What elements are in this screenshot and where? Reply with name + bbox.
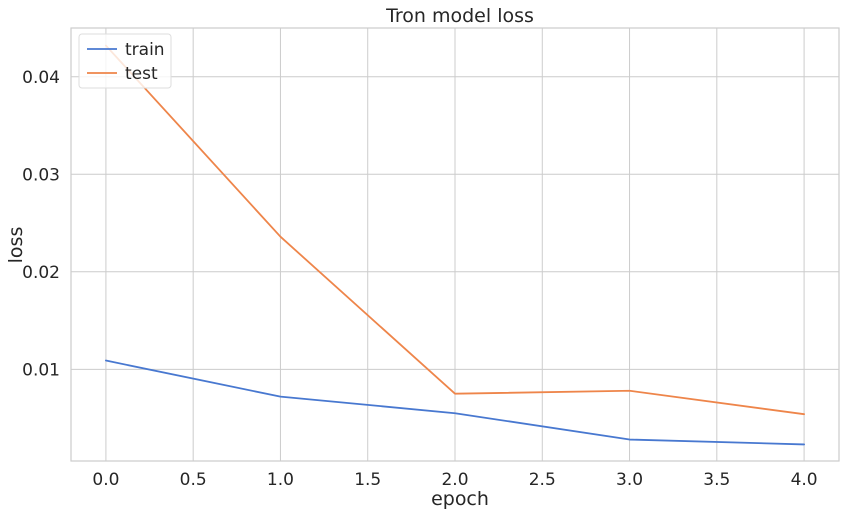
legend-label-train: train [125, 40, 165, 60]
series-line-train [105, 359, 805, 446]
y-axis-label: loss [5, 227, 27, 264]
x-tick-label: 2.0 [441, 470, 468, 490]
y-axis-ticks: 0.01 0.02 0.03 0.04 [22, 68, 60, 381]
y-tick-label: 0.02 [22, 263, 60, 283]
legend-box [78, 33, 172, 89]
y-tick-label: 0.03 [22, 165, 60, 185]
x-tick-label: 0.5 [180, 470, 207, 490]
plot-area-border [70, 27, 840, 462]
x-tick-label: 4.0 [791, 470, 818, 490]
x-tick-label: 0.0 [92, 470, 119, 490]
x-axis-label: epoch [431, 488, 489, 510]
series-lines [105, 44, 805, 446]
plot-frame [70, 27, 840, 462]
x-axis-ticks: 0.0 0.5 1.0 1.5 2.0 2.5 3.0 3.5 4.0 [92, 470, 817, 490]
x-tick-label: 2.5 [529, 470, 556, 490]
x-tick-label: 3.0 [616, 470, 643, 490]
y-tick-label: 0.04 [22, 68, 60, 88]
x-tick-label: 3.5 [703, 470, 730, 490]
x-tick-label: 1.5 [354, 470, 381, 490]
grid [71, 28, 839, 461]
x-tick-label: 1.0 [267, 470, 294, 490]
y-tick-label: 0.01 [22, 360, 60, 380]
chart-title: Tron model loss [385, 5, 534, 27]
legend-label-test: test [125, 64, 158, 84]
series-line-test [105, 44, 805, 416]
legend: train test [78, 33, 172, 89]
